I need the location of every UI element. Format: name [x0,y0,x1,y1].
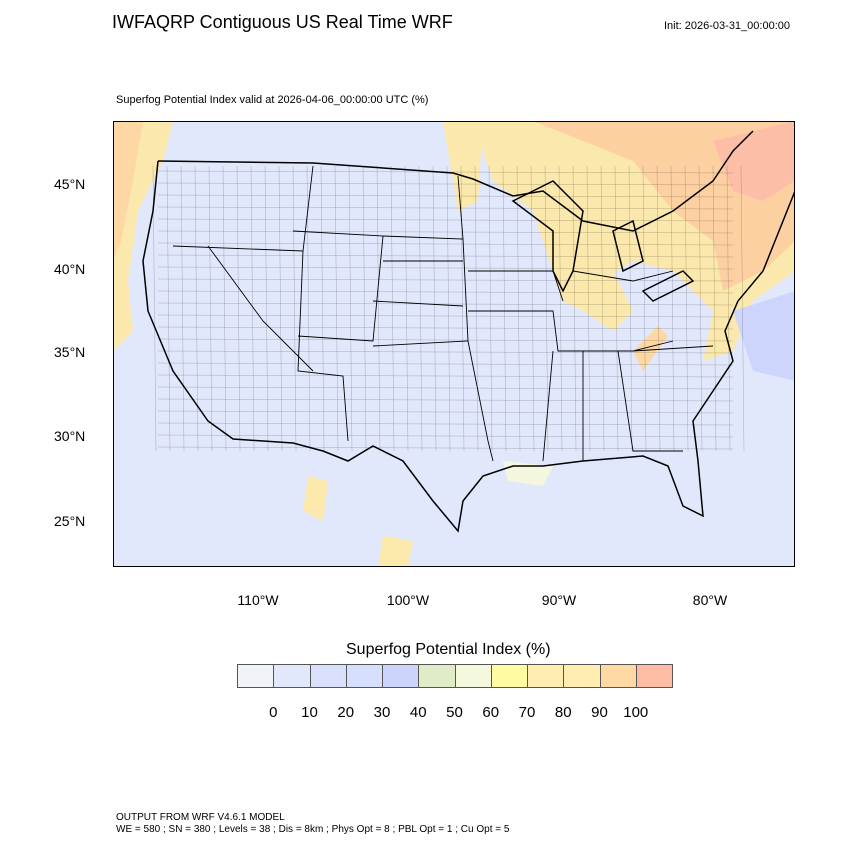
lon-label: 110°W [237,592,279,608]
canada-border [157,130,754,232]
colorbar-swatch [382,664,420,688]
footer-model: OUTPUT FROM WRF V4.6.1 MODEL [116,812,285,823]
appalachian-field [633,326,668,371]
colorbar-label: 60 [482,704,500,721]
lon-label: 100°W [386,592,430,608]
ohio-valley-field [553,271,633,331]
map-frame [113,121,795,567]
northeast-peak [713,121,795,201]
colorbar-label: 40 [409,704,427,721]
state-lines [172,165,714,462]
colorbar-label: 70 [518,704,536,721]
colorbar-swatch [309,664,347,688]
lake-erie [641,270,695,302]
colorbar-swatch [635,664,673,688]
colorbar-label: 0 [269,704,278,721]
lat-label: 45°N [54,176,86,192]
colorbar-swatch [599,664,637,688]
atlantic-low [733,291,795,381]
colorbar-label: 30 [373,704,391,721]
lake-michigan [511,180,584,293]
plot-subtitle: Superfog Potential Index valid at 2026-0… [116,94,429,106]
colorbar-swatch [273,664,311,688]
lon-label: 80°W [692,592,728,608]
colorbar-label: 80 [554,704,572,721]
colorbar-swatch [454,664,492,688]
colorbar-title: Superfog Potential Index (%) [346,641,551,658]
lat-label: 35°N [54,344,86,360]
county-grid [152,165,745,452]
lat-label: 25°N [54,513,86,529]
colorbar-swatch [490,664,528,688]
gulf-coast-field [503,461,553,486]
colorbar-swatch [527,664,565,688]
map-panel [113,121,795,567]
plot-title: IWFAQRP Contiguous US Real Time WRF [112,12,453,32]
lake-huron [612,219,644,273]
colorbar-swatch [237,664,275,688]
colorbar-swatch [345,664,383,688]
colorbar-label: 20 [337,704,355,721]
lat-label: 30°N [54,428,86,444]
colorbar-swatch [418,664,456,688]
init-time: Init: 2026-03-31_00:00:00 [664,20,790,32]
county-lines [152,165,745,452]
colorbar-swatch [563,664,601,688]
lat-label: 40°N [54,261,86,277]
footer-config: WE = 580 ; SN = 380 ; Levels = 38 ; Dis … [116,824,510,835]
minnesota-field [443,121,483,211]
colorbar-label: 100 [623,704,649,721]
lon-label: 90°W [541,592,577,608]
boundaries [142,130,795,533]
mexico-field-2 [378,536,413,567]
us-coastline-border [142,160,795,533]
colorbar-label: 50 [446,704,463,721]
colorbar-label: 10 [301,704,318,721]
colorbar-label: 90 [591,704,608,721]
mexico-field [303,476,328,521]
pacific-coast-high [113,121,143,261]
